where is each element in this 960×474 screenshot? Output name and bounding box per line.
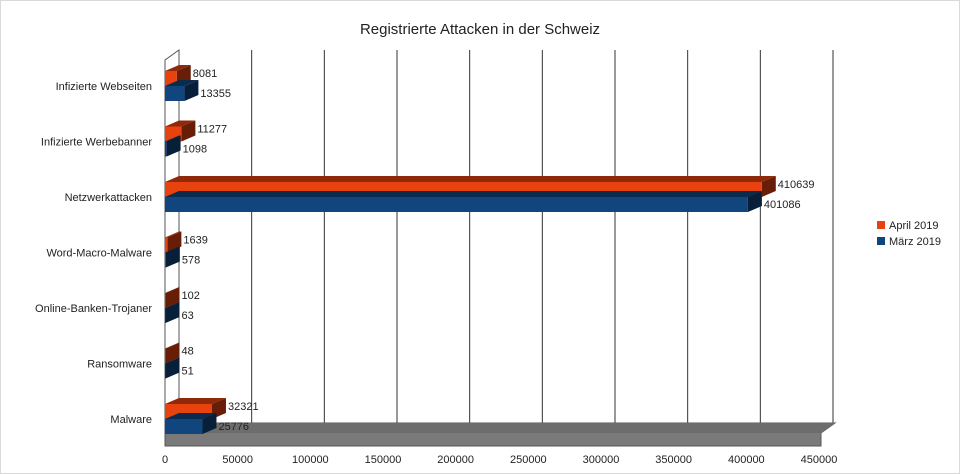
bar-end-face <box>761 176 776 197</box>
x-tick-label: 150000 <box>365 454 402 466</box>
data-label: 32321 <box>228 401 259 413</box>
bar-top-face <box>165 231 182 238</box>
data-label: 25776 <box>218 421 249 433</box>
bar-end-face <box>747 191 762 212</box>
data-label: 102 <box>182 290 200 302</box>
bar-end-face <box>165 287 180 308</box>
data-label: 51 <box>182 366 194 378</box>
legend-swatch <box>877 221 885 229</box>
bar <box>165 287 180 308</box>
bar-end-face <box>165 246 180 268</box>
category-label: Word-Macro-Malware <box>46 248 152 260</box>
data-label: 1639 <box>183 235 207 247</box>
bar <box>165 357 180 379</box>
bar <box>165 191 762 212</box>
x-tick-label: 100000 <box>292 454 329 466</box>
bar-front-face <box>165 419 203 434</box>
x-tick-label: 350000 <box>655 454 692 466</box>
data-label: 63 <box>182 310 194 322</box>
x-tick-label: 250000 <box>510 454 547 466</box>
bar-top-face <box>165 120 196 127</box>
legend-label: März 2019 <box>889 236 941 248</box>
bar-front-face <box>165 308 166 323</box>
bar-top-face <box>165 65 191 71</box>
bar <box>165 135 181 157</box>
data-label: 11277 <box>197 124 227 136</box>
legend-swatch <box>877 237 885 245</box>
bar-end-face <box>202 413 217 434</box>
data-label: 410639 <box>778 179 815 191</box>
bar <box>165 302 180 323</box>
data-label: 48 <box>182 346 194 358</box>
x-tick-label: 50000 <box>222 454 253 466</box>
bar-top-face <box>165 246 180 253</box>
bar-end-face <box>165 342 180 364</box>
category-label: Malware <box>110 414 152 426</box>
category-label: Online-Banken-Trojaner <box>35 303 152 315</box>
x-tick-label: 200000 <box>437 454 474 466</box>
bar-front-face <box>165 348 166 364</box>
bar <box>165 413 217 434</box>
bar <box>165 342 180 364</box>
bar-end-face <box>166 135 181 157</box>
data-label: 578 <box>182 255 200 267</box>
bar-end-face <box>184 80 199 101</box>
bar-front-face <box>165 237 168 253</box>
category-label: Infizierte Webseiten <box>56 81 152 93</box>
legend: April 2019 März 2019 <box>877 220 941 248</box>
bar-end-face <box>165 357 180 379</box>
bar-top-face <box>165 191 762 197</box>
bar-top-face <box>165 176 776 182</box>
chart-title: Registrierte Attacken in der Schweiz <box>360 21 600 38</box>
bar <box>165 80 199 101</box>
bar-top-face <box>165 398 226 404</box>
bar-front-face <box>165 197 748 212</box>
x-tick-label: 300000 <box>583 454 620 466</box>
bar-top-face <box>165 80 199 86</box>
bar-top-face <box>165 302 180 308</box>
plot-area: 0 50000 100000 150000 200000 250000 300000 3500… <box>35 49 838 466</box>
category-label: Ransomware <box>87 359 152 371</box>
category-label: Infizierte Werbebanner <box>41 137 152 149</box>
bar-end-face <box>165 302 180 323</box>
data-label: 1098 <box>183 144 207 156</box>
bar-front-face <box>165 363 166 379</box>
data-label: 8081 <box>193 68 217 80</box>
x-tick-label: 400000 <box>728 454 765 466</box>
bar-front-face <box>165 141 167 157</box>
x-tick-label: 450000 <box>801 454 838 466</box>
bar-top-face <box>165 287 180 293</box>
bar-top-face <box>165 342 180 349</box>
x-tick-label: 0 <box>162 454 168 466</box>
data-label: 401086 <box>764 199 801 211</box>
bar-front-face <box>165 293 166 308</box>
data-label: 13355 <box>200 88 231 100</box>
bar-end-face <box>181 120 196 142</box>
bar-front-face <box>165 86 185 101</box>
bar-top-face <box>165 413 217 419</box>
bar-front-face <box>165 71 177 86</box>
floor-top <box>165 423 835 433</box>
category-label: Netzwerkattacken <box>65 192 152 204</box>
bar-top-face <box>165 357 180 364</box>
legend-label: April 2019 <box>889 220 939 232</box>
bar-front-face <box>165 252 166 268</box>
bar <box>165 246 180 268</box>
bar-top-face <box>165 135 181 142</box>
